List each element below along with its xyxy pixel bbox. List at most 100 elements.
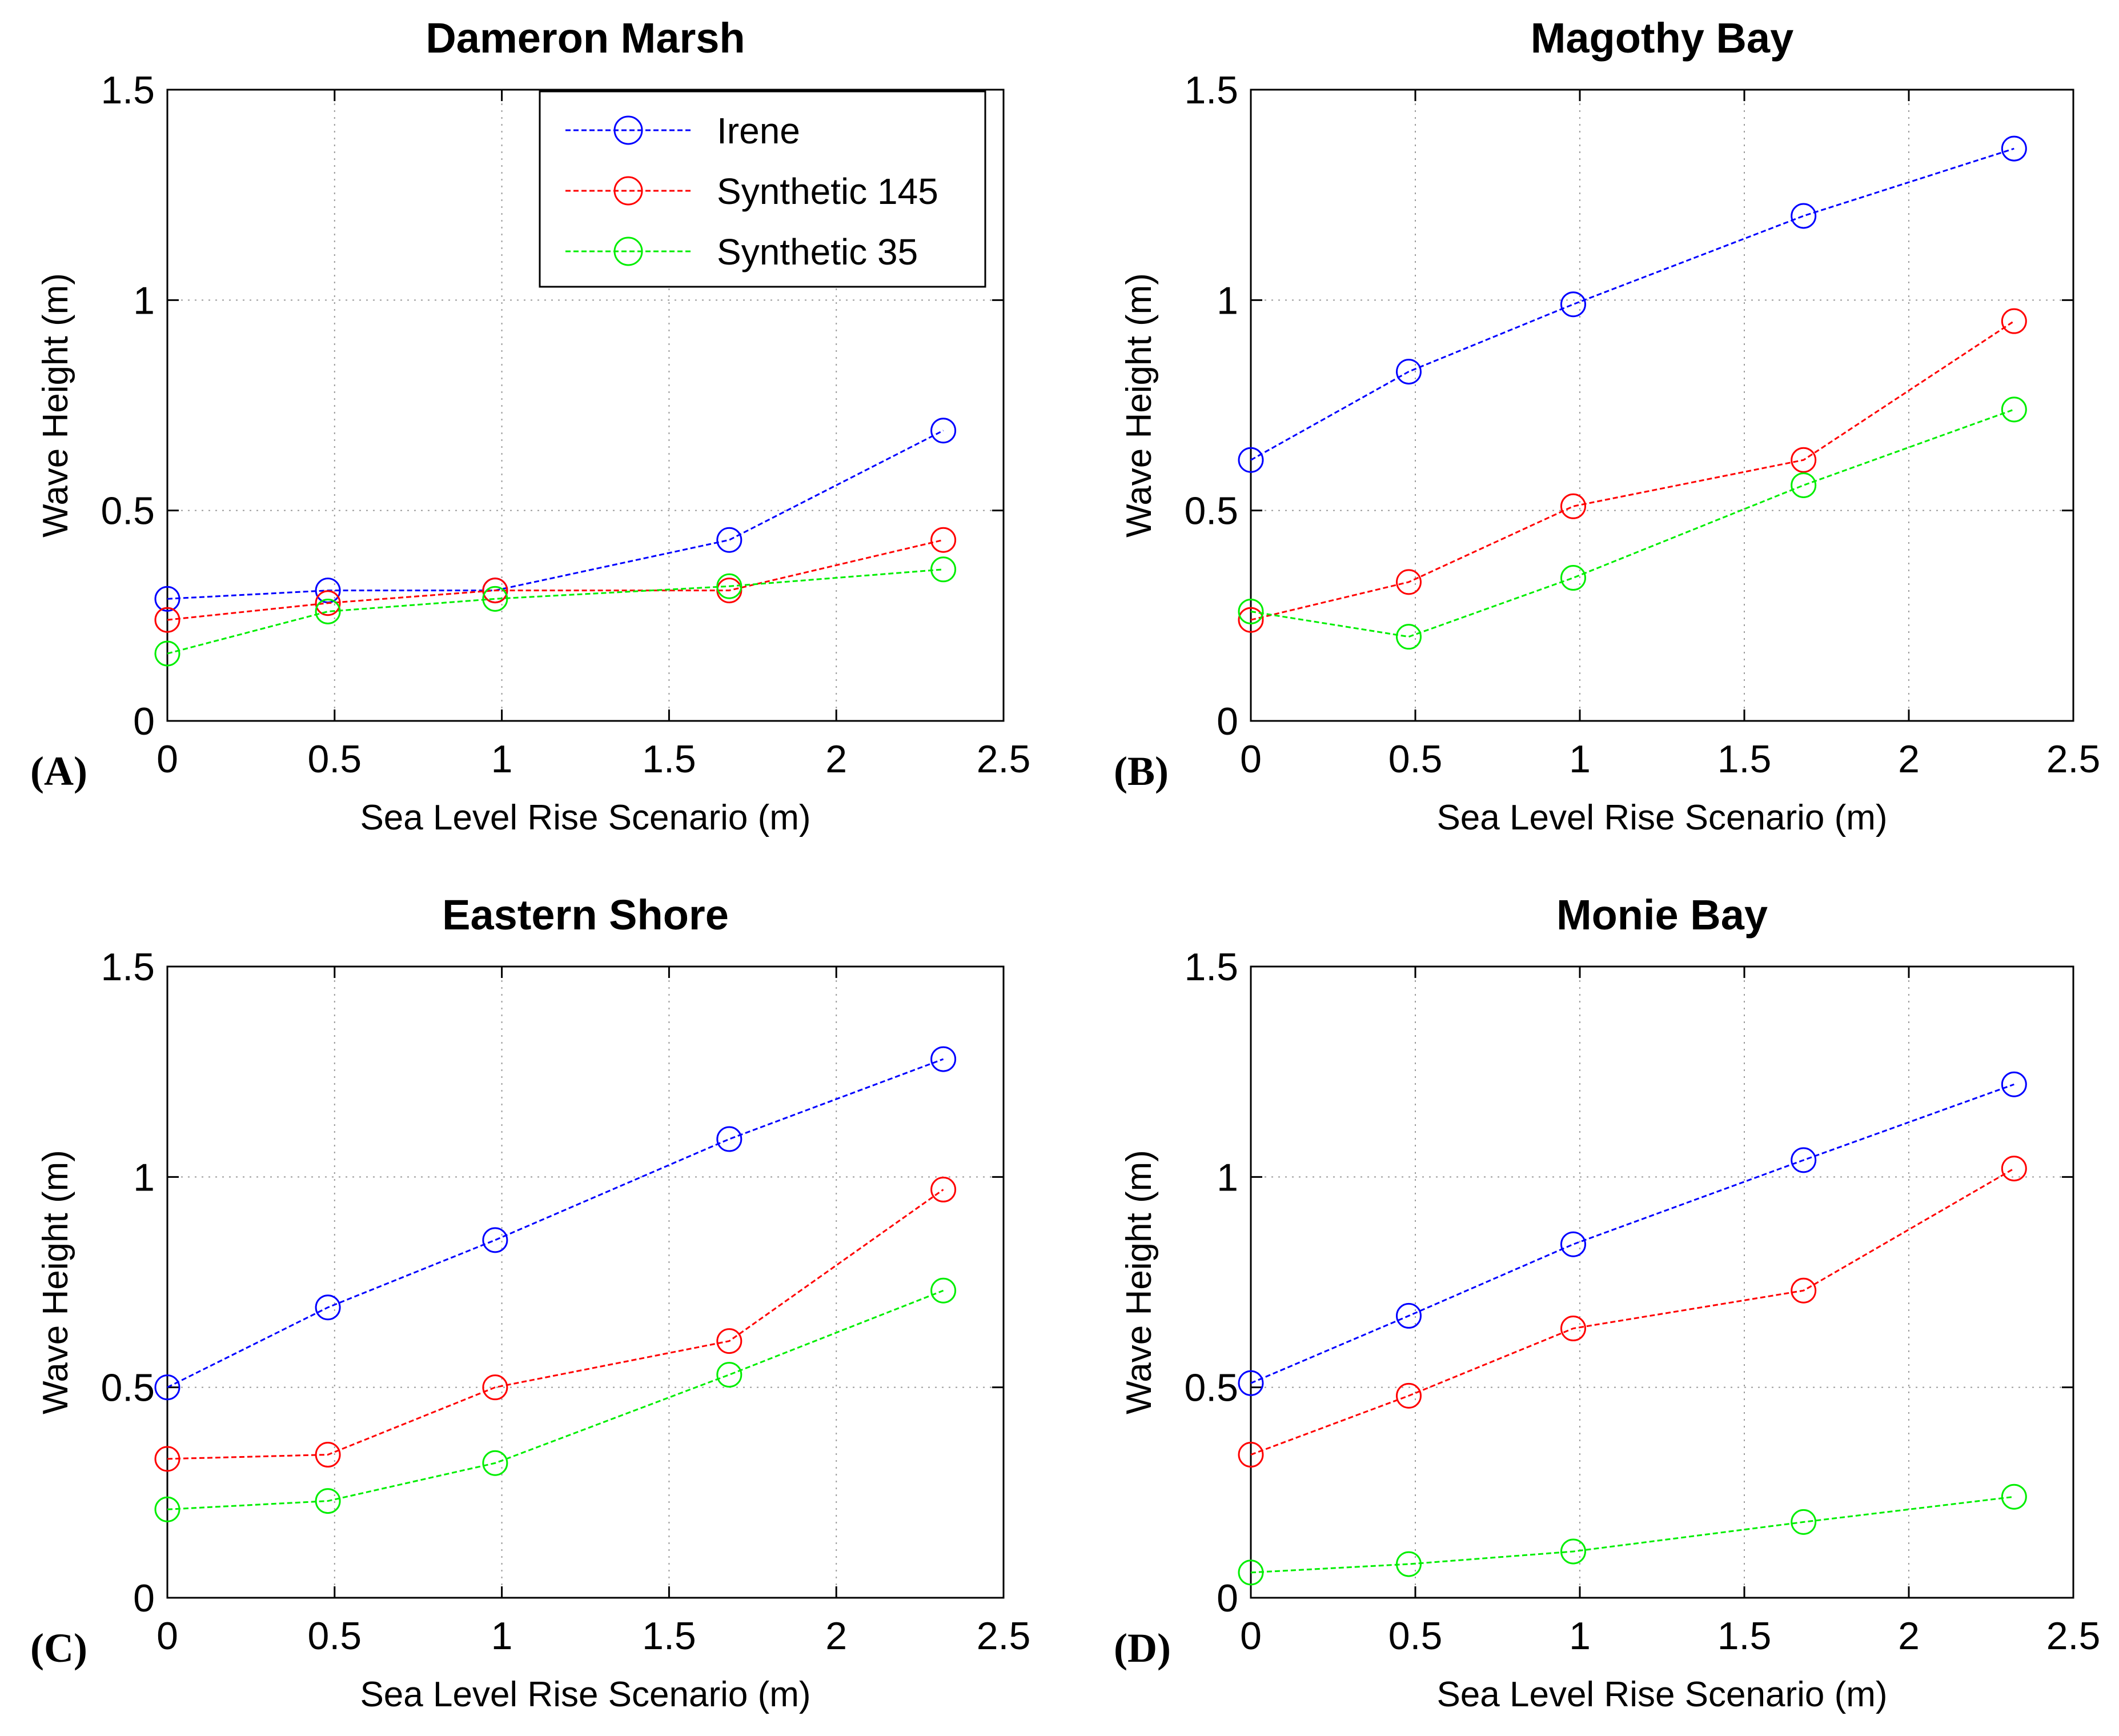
chart-3-series-synthetic-145-point: [154, 1446, 180, 1472]
chart-3: 0 0.5 1 1.5 2 2.5 0 0.5 1 1.5 Eastern Shore Sea Lev…: [30, 891, 1030, 1714]
chart-3-series-synthetic-145-point: [482, 1374, 508, 1401]
chart-2-x-tick-label: 1.5: [1717, 737, 1772, 781]
chart-1-series-synthetic-35-point: [154, 640, 180, 667]
chart-4-x-tick-label: 1.5: [1717, 1614, 1772, 1658]
chart-2-series-synthetic-145-point: [1791, 447, 1817, 473]
chart-3-series-synthetic-35-line: [167, 1289, 944, 1510]
chart-3-y-tick-label: 0.5: [101, 1366, 155, 1410]
chart-4-plot-area: [1251, 967, 2073, 1598]
chart-4-x-tick-label: 2.5: [2046, 1614, 2101, 1658]
chart-2-x-tick-label: 2.5: [2046, 737, 2101, 781]
chart-2-y-tick-label: 0.5: [1184, 490, 1238, 533]
chart-4-series-synthetic-145-point: [2001, 1156, 2027, 1182]
chart-4-x-tick-label: 1: [1569, 1614, 1591, 1658]
chart-4-y-tick-label: 0: [1217, 1577, 1238, 1620]
chart-4-series-irene-line: [1250, 1083, 2014, 1384]
chart-1-series-synthetic-145-point: [154, 607, 180, 633]
chart-1-y-tick-label: 0.5: [101, 490, 155, 533]
chart-2-plot-area: [1251, 90, 2073, 721]
chart-4-series-synthetic-145-point: [1238, 1442, 1264, 1468]
chart-1-y-tick-label: 0: [133, 700, 155, 743]
chart-3-title: Eastern Shore: [442, 891, 729, 939]
chart-2-series-synthetic-35-point: [1791, 472, 1817, 498]
chart-1-series-synthetic-145-point: [482, 578, 508, 604]
chart-4-series-synthetic-35-point: [1560, 1538, 1586, 1565]
chart-2-series-irene-line: [1250, 147, 2014, 461]
chart-2-series-synthetic-35-point: [1395, 624, 1422, 650]
chart-1-series-synthetic-35-point: [930, 556, 957, 583]
chart-1-series-synthetic-145-line: [167, 539, 944, 621]
chart-4-series-synthetic-35-point: [2001, 1484, 2027, 1510]
chart-1-legend-entry-irene-marker: [613, 115, 643, 145]
chart-2-series-irene-point: [1560, 291, 1586, 318]
chart-1-axes-box: [166, 89, 1005, 722]
chart-3-x-tick-label: 1: [491, 1614, 513, 1658]
chart-4-y-tick-label: 1.5: [1184, 945, 1238, 989]
chart-3-series-irene-line: [167, 1058, 944, 1389]
chart-3-series-synthetic-145-point: [315, 1442, 341, 1468]
chart-2-series-synthetic-145-point: [1395, 569, 1422, 595]
chart-1-y-tick-label: 1: [133, 279, 155, 322]
chart-4-series-synthetic-145-line: [1250, 1168, 2015, 1456]
chart-1-legend-entry-synthetic-145-marker: [613, 176, 643, 206]
chart-3-axes-box: [166, 965, 1005, 1599]
chart-2-title: Magothy Bay: [1531, 14, 1794, 62]
chart-2-x-tick-label: 0.5: [1388, 737, 1443, 781]
chart-4-series-irene: [1238, 1071, 2027, 1396]
chart-3-series-synthetic-35: [154, 1277, 957, 1522]
chart-3-y-tick-label: 0: [133, 1577, 155, 1620]
chart-2: 0 0.5 1 1.5 2 2.5 0 0.5 1 1.5 Magothy Bay Sea Level…: [1114, 14, 2100, 837]
chart-2-series-synthetic-35-point: [1560, 565, 1586, 591]
chart-2-x-axis-label: Sea Level Rise Scenario (m): [1436, 798, 1887, 837]
chart-3-plot-area: [167, 967, 1004, 1598]
chart-3-x-tick-label: 1.5: [642, 1614, 696, 1658]
chart-4-series-irene-point: [2001, 1071, 2027, 1097]
chart-4-panel-label: (D): [1114, 1625, 1171, 1671]
chart-1-series-irene-point: [154, 586, 180, 612]
chart-1-x-axis-label: Sea Level Rise Scenario (m): [360, 798, 810, 837]
chart-4-series-irene-point: [1238, 1370, 1264, 1396]
chart-1-x-tick-label: 0.5: [308, 737, 362, 781]
chart-2-series-synthetic-145: [1238, 308, 2027, 633]
chart-1-x-tick-label: 0: [156, 737, 178, 781]
chart-2-axes-box: [1250, 89, 2074, 722]
chart-2-series-synthetic-35: [1238, 396, 2027, 650]
chart-4-title: Monie Bay: [1556, 891, 1768, 939]
chart-3-x-axis-label: Sea Level Rise Scenario (m): [360, 1675, 810, 1714]
chart-1-series-irene-point: [716, 527, 743, 553]
chart-1-series-irene-point: [930, 418, 957, 444]
chart-4-series-synthetic-145-point: [1791, 1277, 1817, 1304]
chart-4-series-synthetic-35: [1238, 1484, 2027, 1586]
chart-4-x-axis-label: Sea Level Rise Scenario (m): [1436, 1675, 1887, 1714]
chart-2-series-irene-point: [1238, 447, 1264, 473]
chart-1-legend: Irene Synthetic 145 Synthetic 35: [539, 90, 986, 288]
chart-3-x-tick-label: 0.5: [308, 1614, 362, 1658]
chart-3-series-irene-point: [930, 1046, 957, 1072]
chart-1: 0 0.5 1 1.5 2 2.5 0 0.5 1 1.5 Dameron Marsh Sea Lev…: [30, 14, 1030, 837]
chart-3-series-synthetic-145: [154, 1176, 957, 1472]
chart-3-x-tick-label: 0: [156, 1614, 178, 1658]
chart-4-series-irene-point: [1560, 1231, 1586, 1257]
chart-3-y-tick-label: 1: [133, 1156, 155, 1199]
chart-4-x-tick-label: 0.5: [1388, 1614, 1443, 1658]
chart-1-x-tick-label: 1.5: [642, 737, 696, 781]
chart-3-y-tick-label: 1.5: [101, 945, 155, 989]
chart-2-series-irene-point: [1791, 203, 1817, 229]
chart-1-series-synthetic-35-point: [482, 586, 508, 612]
chart-2-series-synthetic-35-line: [1250, 408, 2014, 638]
chart-2-y-tick-label: 1: [1217, 279, 1238, 322]
chart-1-series-synthetic-35-point: [315, 598, 341, 624]
chart-3-series-irene-point: [315, 1294, 341, 1321]
chart-1-x-tick-label: 2: [825, 737, 847, 781]
chart-1-x-tick-label: 2.5: [977, 737, 1031, 781]
chart-3-series-synthetic-145-point: [716, 1328, 743, 1354]
chart-3-series-synthetic-35-point: [315, 1488, 341, 1514]
chart-4-series-synthetic-35-point: [1238, 1559, 1264, 1586]
chart-3-series-synthetic-35-point: [716, 1362, 743, 1388]
chart-1-legend-entry-irene-label: Irene: [717, 110, 800, 151]
chart-4: 0 0.5 1 1.5 2 2.5 0 0.5 1 1.5 Monie Bay Sea Level R…: [1114, 891, 2100, 1714]
chart-2-y-axis-label: Wave Height (m): [1119, 273, 1159, 538]
chart-2-series-synthetic-35-point: [2001, 396, 2027, 423]
chart-3-y-axis-label: Wave Height (m): [36, 1150, 75, 1414]
